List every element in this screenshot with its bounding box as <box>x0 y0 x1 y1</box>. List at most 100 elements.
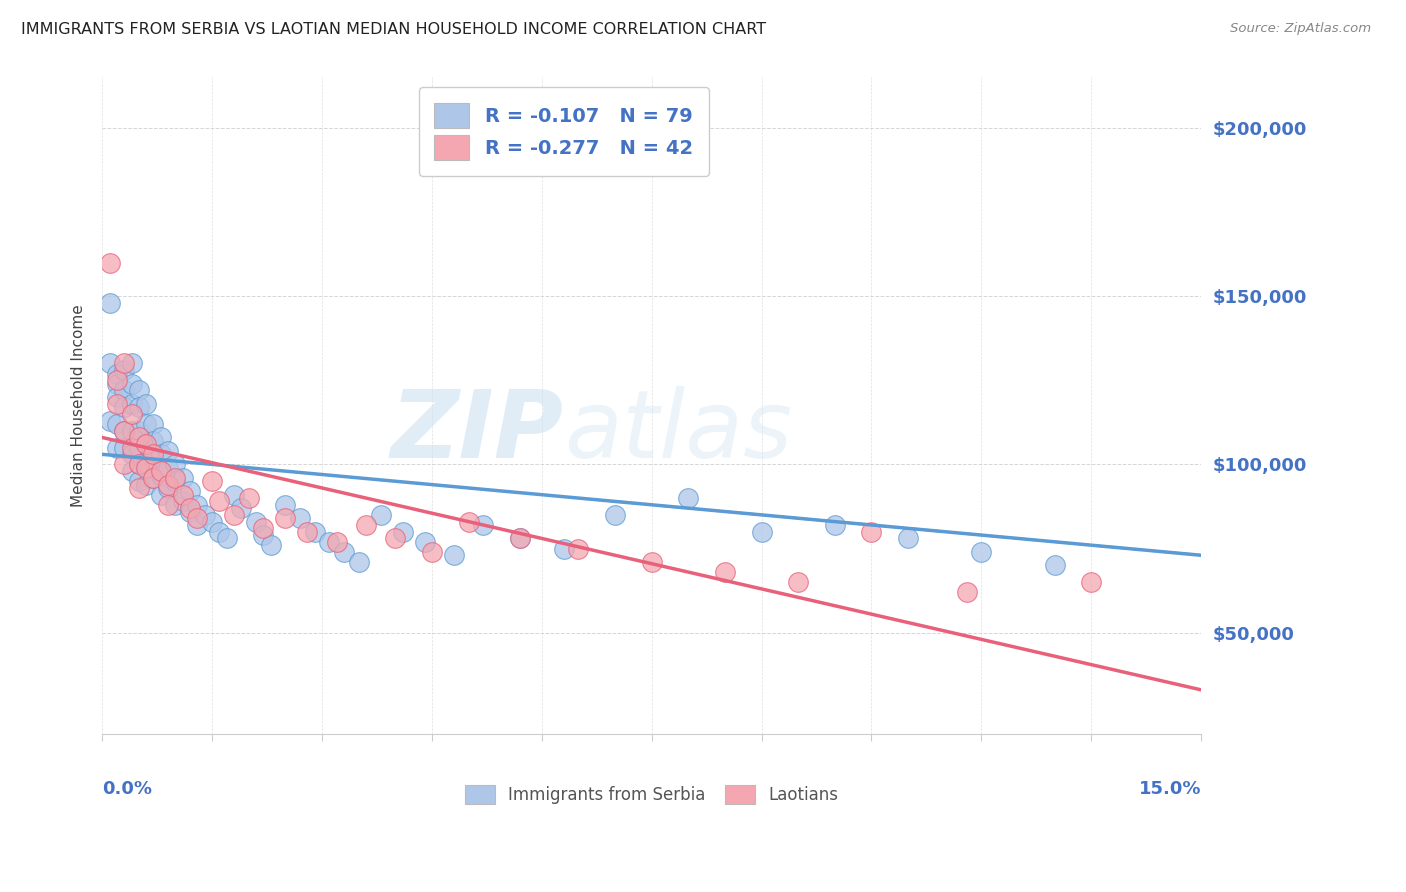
Point <box>238 491 260 505</box>
Point <box>121 447 143 461</box>
Point <box>1080 575 1102 590</box>
Point <box>186 498 208 512</box>
Point <box>112 424 135 438</box>
Point <box>157 477 180 491</box>
Point <box>179 504 201 518</box>
Point <box>179 484 201 499</box>
Point <box>186 511 208 525</box>
Point <box>149 464 172 478</box>
Point <box>112 441 135 455</box>
Point <box>105 373 128 387</box>
Point <box>567 541 589 556</box>
Point <box>98 414 121 428</box>
Point <box>222 508 245 522</box>
Point <box>149 488 172 502</box>
Legend: Immigrants from Serbia, Laotians: Immigrants from Serbia, Laotians <box>458 778 845 811</box>
Point <box>135 458 157 472</box>
Point <box>370 508 392 522</box>
Point <box>149 447 172 461</box>
Point <box>121 356 143 370</box>
Point <box>231 501 253 516</box>
Point <box>215 532 238 546</box>
Point <box>824 518 846 533</box>
Point <box>274 498 297 512</box>
Point <box>318 534 340 549</box>
Point <box>384 532 406 546</box>
Point <box>509 532 531 546</box>
Text: IMMIGRANTS FROM SERBIA VS LAOTIAN MEDIAN HOUSEHOLD INCOME CORRELATION CHART: IMMIGRANTS FROM SERBIA VS LAOTIAN MEDIAN… <box>21 22 766 37</box>
Point <box>274 511 297 525</box>
Point <box>112 356 135 370</box>
Point <box>105 441 128 455</box>
Point <box>172 471 194 485</box>
Point <box>157 444 180 458</box>
Point <box>128 458 150 472</box>
Point <box>142 417 165 431</box>
Point <box>208 494 231 508</box>
Point <box>443 548 465 562</box>
Point <box>105 376 128 391</box>
Point <box>112 401 135 415</box>
Point <box>603 508 626 522</box>
Point <box>186 518 208 533</box>
Point <box>245 515 267 529</box>
Point <box>112 384 135 398</box>
Point <box>413 534 436 549</box>
Point <box>297 524 319 539</box>
Point <box>714 565 737 579</box>
Point <box>121 397 143 411</box>
Point <box>420 545 443 559</box>
Point <box>641 555 664 569</box>
Point <box>135 477 157 491</box>
Point <box>135 397 157 411</box>
Point <box>135 437 157 451</box>
Point <box>135 417 157 431</box>
Point <box>105 367 128 381</box>
Point <box>157 498 180 512</box>
Point <box>222 488 245 502</box>
Point <box>105 390 128 404</box>
Text: ZIP: ZIP <box>391 385 564 478</box>
Point <box>179 501 201 516</box>
Point <box>472 518 495 533</box>
Point <box>751 524 773 539</box>
Point <box>165 474 187 488</box>
Point <box>121 464 143 478</box>
Point <box>98 296 121 310</box>
Point <box>260 538 283 552</box>
Point <box>1043 558 1066 573</box>
Point <box>165 471 187 485</box>
Point <box>112 458 135 472</box>
Point <box>970 545 993 559</box>
Point <box>121 407 143 421</box>
Point <box>201 515 224 529</box>
Point <box>333 545 356 559</box>
Point <box>121 424 143 438</box>
Point <box>98 255 121 269</box>
Point <box>142 471 165 485</box>
Point <box>142 447 165 461</box>
Point <box>157 481 180 495</box>
Point <box>128 430 150 444</box>
Point <box>135 460 157 475</box>
Point <box>325 534 347 549</box>
Point <box>252 528 274 542</box>
Point <box>252 521 274 535</box>
Point <box>112 424 135 438</box>
Point <box>194 508 217 522</box>
Point <box>201 474 224 488</box>
Point <box>956 585 979 599</box>
Y-axis label: Median Household Income: Median Household Income <box>72 304 86 507</box>
Point <box>142 434 165 448</box>
Point <box>121 376 143 391</box>
Point <box>304 524 326 539</box>
Point <box>288 511 311 525</box>
Point <box>142 450 165 465</box>
Point <box>457 515 479 529</box>
Point <box>128 458 150 472</box>
Point <box>128 401 150 415</box>
Point <box>165 458 187 472</box>
Point <box>553 541 575 556</box>
Point <box>98 356 121 370</box>
Point <box>128 481 150 495</box>
